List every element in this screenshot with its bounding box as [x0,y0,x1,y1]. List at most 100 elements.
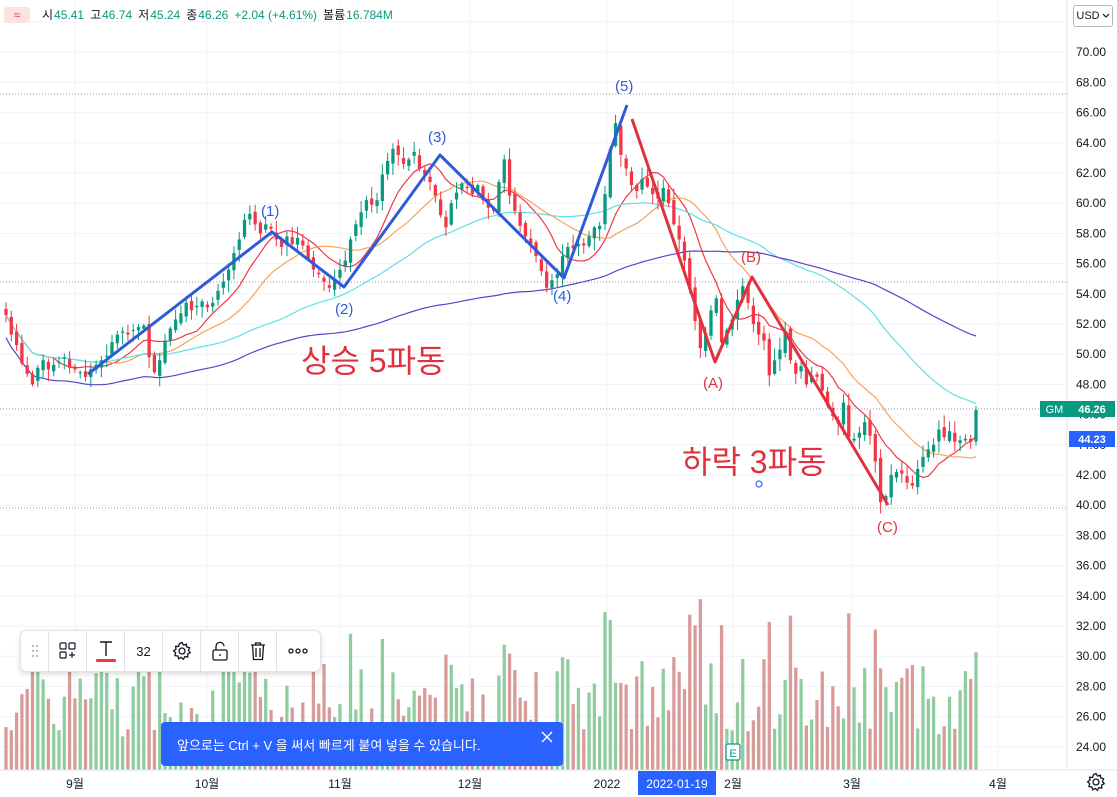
wave-label-4[interactable]: (4) [553,288,571,305]
impulse-wave-line[interactable] [87,104,629,376]
candle-body [73,366,77,370]
trash-icon[interactable] [239,631,277,671]
candle-body [910,483,915,486]
candle-body [30,373,35,385]
wave-label-a[interactable]: (A) [703,375,723,392]
crosshair-date-value: 2022-01-19 [646,777,708,791]
wave-label-5[interactable]: (5) [615,78,633,95]
more-icon[interactable] [277,631,319,671]
volume-bar [380,638,384,770]
candlesticks [4,114,978,514]
candle-body [285,236,289,246]
candle-body [916,468,920,488]
candle-body [746,286,750,303]
price-axis[interactable]: 72.0070.0068.0066.0064.0062.0060.0058.00… [1066,0,1106,770]
volume-bar [619,682,623,770]
volume-bar [253,661,257,770]
text-anchor-handle[interactable] [755,480,763,488]
time-axis[interactable]: 9월 10월 11월 12월 2022 2월 3월 4월 [0,769,1117,791]
candle-body [449,203,453,225]
volume-bar [560,657,565,770]
candle-body [905,476,909,483]
time-tick-label: 3월 [843,777,861,791]
candle-body [794,363,798,374]
candle-body [67,359,72,368]
volume-bar [242,653,247,770]
candle-body [211,302,215,307]
currency-label: USD [1076,10,1100,22]
add-template-icon[interactable] [49,631,87,671]
text-color-button[interactable] [87,631,125,671]
ohlc-legend: ≈ 시 45.41 고 46.74 저 45.24 종 46.26 +2.04 … [4,6,399,23]
price-tick-label: 62.00 [1076,166,1106,180]
price-tick-label: 24.00 [1076,740,1106,754]
symbol-status-icon[interactable]: ≈ [4,6,30,23]
wave-label-1[interactable]: (1) [261,203,279,220]
volume-bar [762,659,766,770]
earnings-marker-letter: E [729,748,736,760]
time-tick-label: 2월 [724,777,742,791]
horizontal-reference-lines [0,93,1067,509]
earnings-marker[interactable]: E [725,743,741,761]
price-tick-label: 52.00 [1076,317,1106,331]
volume-label: 볼륨 [323,8,346,22]
font-size-button[interactable]: 32 [125,631,163,671]
high-value: 46.74 [102,7,133,22]
wave-label-c[interactable]: (C) [877,519,898,536]
unlock-icon[interactable] [201,631,239,671]
volume-bar [598,716,602,770]
moving-average-line [5,163,977,479]
wave-label-3[interactable]: (3) [428,129,446,146]
candle-body [719,298,724,343]
candle-body [158,360,162,376]
volume-bar [311,659,316,770]
downtrend-annotation[interactable]: 하락 3파동 [682,444,826,480]
close-icon[interactable] [541,730,553,748]
wave-label-2[interactable]: (2) [335,301,353,318]
currency-selector[interactable]: USD [1073,5,1113,27]
volume-bar [105,672,109,770]
chart-settings-gear-icon[interactable] [1086,772,1106,792]
uptrend-annotation[interactable]: 상승 5파동 [301,343,445,379]
volume-bar [815,700,819,770]
candle-body [126,332,130,335]
drawing-toolbar: 32 [20,630,321,672]
volume-bar [714,713,718,770]
drag-handle-icon[interactable] [21,631,49,671]
volume-bar [878,668,883,770]
change-value: +2.04 (+4.61%) [234,7,318,22]
candle-body [576,243,581,247]
volume-bar [221,659,225,770]
price-tick-label: 56.00 [1076,257,1106,271]
price-tick-label: 68.00 [1076,75,1106,89]
candle-body [804,369,809,385]
volume-bar [576,687,581,770]
candle-body [640,179,644,190]
candle-body [651,187,655,195]
price-tick-label: 26.00 [1076,710,1106,724]
candle-body [852,438,856,441]
candle-body [476,185,480,193]
volume-bar [147,664,151,770]
wave-label-b[interactable]: (B) [741,249,761,266]
volume-bar [741,658,745,770]
volume-bar [115,678,119,770]
volume-bar [136,660,141,770]
candle-body [937,429,941,442]
chevron-down-icon [1102,13,1110,18]
gear-icon[interactable] [163,631,201,671]
candle-body [592,227,597,239]
volume-bar [937,734,941,770]
candle-body [545,271,549,288]
corrective-wave-line[interactable] [630,118,890,506]
elliott-wave-drawings[interactable]: (1) (2) (3) (4) (5) (A) (B) (C) 상승 5파동 하… [87,78,898,536]
candle-body [248,213,252,220]
volume-bar [4,727,8,770]
volume-bar [661,668,665,770]
price-tick-label: 48.00 [1076,377,1106,391]
candle-body [555,274,559,279]
last-price-label: 46.26 [1069,401,1115,417]
text-color-icon [95,641,116,662]
candle-body [481,186,485,201]
